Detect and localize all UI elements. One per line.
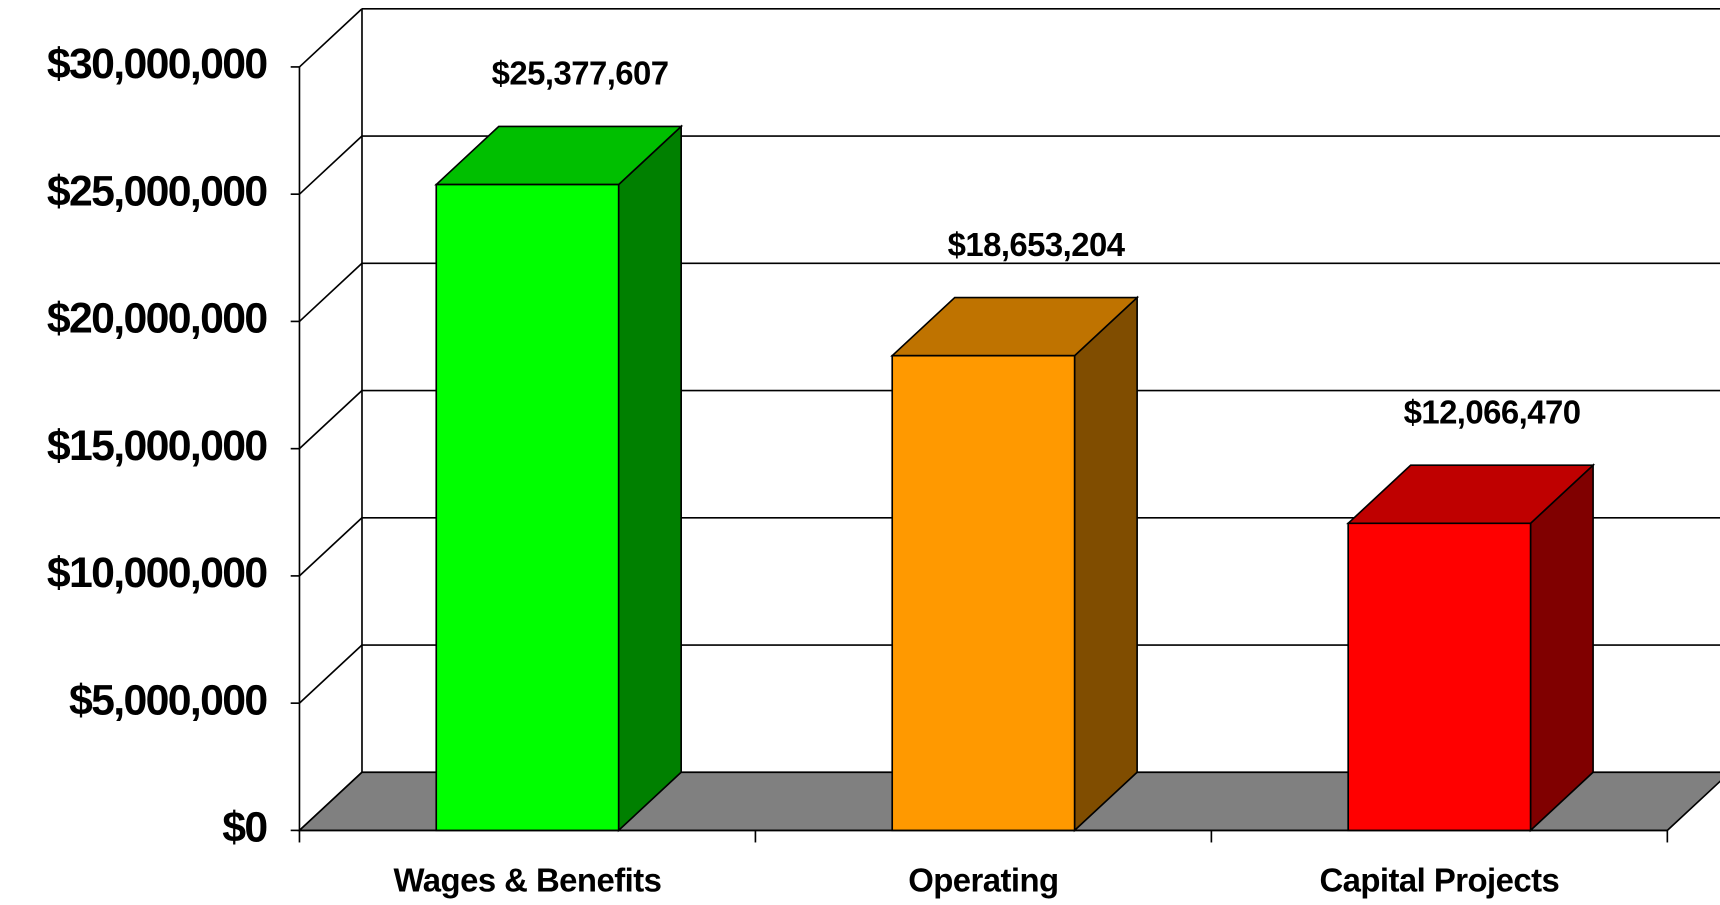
bar bbox=[1347, 522, 1532, 832]
wall-diagonal bbox=[298, 135, 363, 195]
value-label: $25,377,607 bbox=[492, 55, 669, 92]
x-tick-label: Wages & Benefits bbox=[394, 862, 662, 899]
value-label: $18,653,204 bbox=[948, 226, 1126, 263]
x-tick-label: Capital Projects bbox=[1319, 862, 1559, 899]
wall-diagonal bbox=[298, 644, 363, 704]
bar-side bbox=[1529, 463, 1594, 833]
y-tick-label: $10,000,000 bbox=[47, 549, 268, 597]
y-tick-label: $20,000,000 bbox=[47, 295, 268, 343]
y-tick-label: $0 bbox=[222, 804, 267, 852]
y-tick-label: $15,000,000 bbox=[47, 422, 268, 470]
wall-diagonal bbox=[298, 262, 363, 323]
y-tick-label: $25,000,000 bbox=[47, 167, 268, 215]
wall-diagonal bbox=[298, 389, 363, 450]
y-tick-label: $5,000,000 bbox=[69, 676, 267, 724]
wall-diagonal bbox=[298, 8, 363, 68]
value-label: $12,066,470 bbox=[1404, 393, 1581, 430]
bar-side bbox=[617, 124, 682, 833]
bar bbox=[435, 183, 620, 832]
y-tick-label: $30,000,000 bbox=[47, 40, 268, 88]
bar bbox=[891, 354, 1076, 832]
bar-side bbox=[1073, 295, 1138, 833]
x-tick-label: Operating bbox=[908, 862, 1058, 899]
wall-diagonal bbox=[298, 517, 363, 577]
